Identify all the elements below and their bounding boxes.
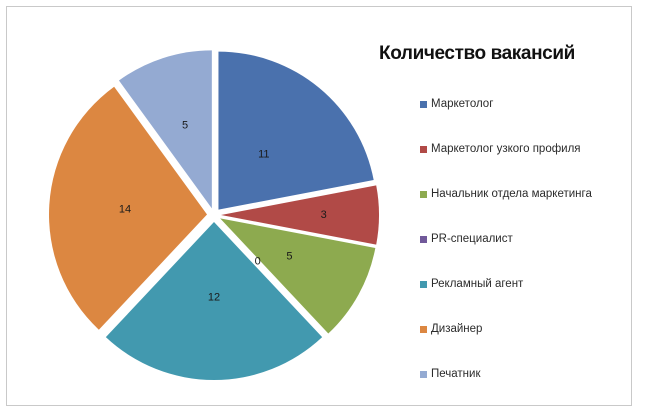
legend-swatch-icon [420, 325, 427, 333]
legend-item-1: Маркетолог [420, 95, 493, 113]
legend-swatch-icon [420, 100, 427, 108]
pie-chart: 11 3 5 0 12 14 5 [49, 50, 379, 380]
data-label-7: 5 [182, 120, 188, 132]
legend-swatch-icon [420, 280, 427, 288]
legend-label: Дизайнер [431, 323, 483, 335]
legend-swatch-icon [420, 190, 427, 198]
legend-swatch-icon [420, 145, 427, 153]
legend-label: Маркетолог узкого профиля [431, 143, 581, 155]
legend-label: PR-специалист [431, 233, 513, 245]
legend-label: Печатник [431, 368, 481, 380]
legend-item-5: Рекламный агент [420, 275, 523, 293]
pie-slice-5 [105, 222, 323, 380]
legend-item-2: Маркетолог узкого профиля [420, 140, 581, 158]
data-label-4: 0 [255, 256, 261, 268]
data-label-5: 12 [208, 292, 220, 304]
chart-title: Количество вакансий [379, 43, 575, 64]
legend-swatch-icon [420, 235, 427, 243]
legend-label: Начальник отдела маркетинга [431, 188, 592, 200]
legend-label: Маркетолог [431, 98, 494, 110]
pie-slice-6 [49, 86, 208, 330]
legend-label: Рекламный агент [431, 278, 524, 290]
data-label-2: 3 [321, 209, 327, 221]
pie-slice-2 [221, 185, 379, 245]
legend-item-7: Печатник [420, 365, 481, 383]
legend-swatch-icon [420, 370, 427, 378]
pie-slice-3 [220, 218, 376, 334]
legend-item-6: Дизайнер [420, 320, 482, 338]
pie-slice-1 [218, 51, 374, 210]
data-label-6: 14 [119, 203, 131, 215]
data-label-1: 11 [258, 149, 269, 161]
legend-item-4: PR-специалист [420, 230, 513, 248]
chart-area: 11 3 5 0 12 14 5 Количество вакансий Маркетоло… [6, 6, 632, 406]
pie-slice-7 [118, 50, 212, 209]
data-label-3: 5 [286, 250, 292, 262]
legend-item-3: Начальник отдела маркетинга [420, 185, 592, 203]
